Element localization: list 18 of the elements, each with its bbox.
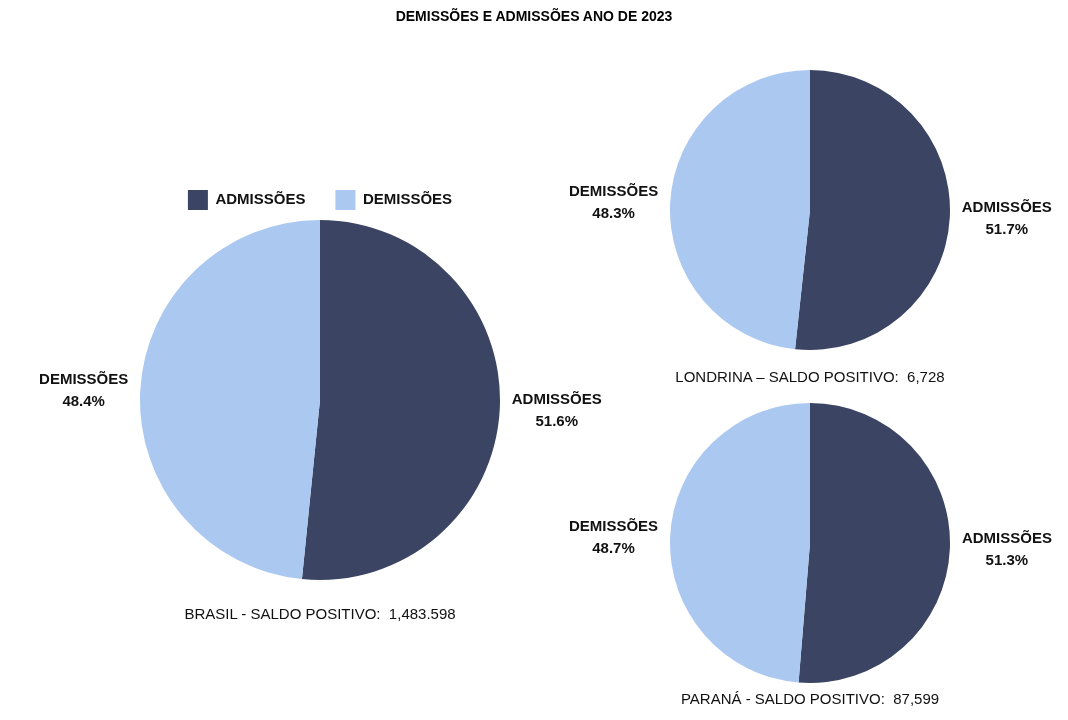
data-label: 51.3% [985, 551, 1029, 569]
slice-label: ADMISSÕES [511, 389, 602, 407]
legend-label: DEMISSÕES [362, 190, 453, 208]
slice-label: ADMISSÕES [961, 529, 1052, 547]
data-label: 51.7% [985, 220, 1029, 238]
data-label: 48.7% [592, 538, 635, 556]
slice-label: DEMISSÕES [568, 516, 659, 534]
data-label: 48.4% [62, 392, 105, 410]
text: BRASIL - SALDO POSITIVO: 1,483.598 [183, 605, 457, 622]
text: LONDRINA – SALDO POSITIVO: 6,728 [674, 368, 946, 385]
data-label: 48.3% [592, 204, 635, 222]
slice-label: ADMISSÕES [961, 198, 1052, 216]
text: PARANÁ - SALDO POSITIVO: 87,599 [679, 690, 941, 707]
legend-label: ADMISSÕES [215, 190, 306, 208]
data-label: 51.6% [535, 411, 579, 429]
chart-title: DEMISSÕES E ADMISSÕES ANO DE 2023 [394, 8, 674, 24]
slice-label: DEMISSÕES [39, 370, 129, 388]
slice-label: DEMISSÕES [569, 182, 659, 200]
